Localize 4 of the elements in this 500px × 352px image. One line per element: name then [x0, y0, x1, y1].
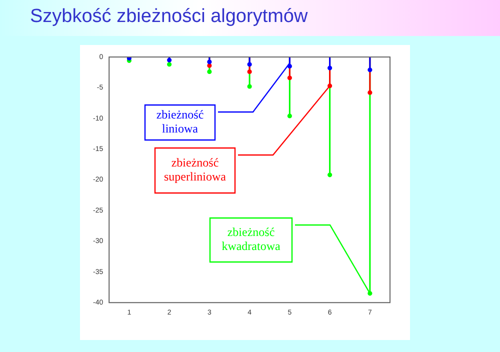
annotation: zbieżność liniowa [156, 108, 204, 136]
annotation: zbieżność superliniowa [164, 156, 227, 184]
annotation: zbieżność kwadratowa [222, 225, 281, 254]
chart-title: Szybkość zbieżności algorytmów [30, 6, 308, 28]
